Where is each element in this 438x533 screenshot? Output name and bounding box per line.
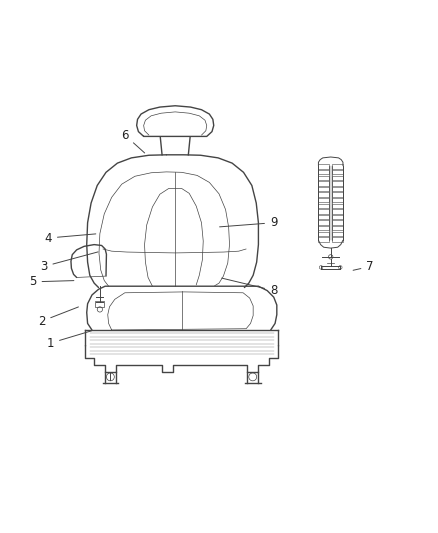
Text: 7: 7: [353, 260, 374, 273]
Bar: [332, 226, 343, 230]
Bar: [318, 237, 329, 241]
Text: 3: 3: [40, 252, 98, 273]
Bar: [318, 170, 329, 174]
Bar: [318, 181, 329, 185]
Bar: [332, 215, 343, 219]
Bar: [332, 209, 343, 214]
Bar: [332, 192, 343, 197]
Text: 1: 1: [46, 331, 92, 350]
Bar: [332, 170, 343, 174]
Bar: [318, 176, 329, 180]
Bar: [332, 220, 343, 225]
Bar: [318, 209, 329, 214]
Bar: [332, 237, 343, 241]
Bar: [318, 198, 329, 203]
Bar: [318, 215, 329, 219]
Text: 9: 9: [219, 216, 278, 229]
Bar: [95, 301, 104, 307]
Bar: [318, 165, 329, 169]
Bar: [318, 192, 329, 197]
Bar: [318, 226, 329, 230]
Bar: [332, 176, 343, 180]
Bar: [318, 204, 329, 208]
Bar: [318, 231, 329, 236]
Bar: [332, 198, 343, 203]
Text: 5: 5: [29, 276, 74, 288]
Bar: [332, 181, 343, 185]
Text: 8: 8: [222, 278, 277, 297]
Text: 6: 6: [121, 128, 145, 153]
Bar: [318, 187, 329, 191]
Bar: [332, 187, 343, 191]
Bar: [332, 165, 343, 169]
Text: 2: 2: [38, 307, 78, 328]
Bar: [318, 220, 329, 225]
Text: 4: 4: [44, 231, 96, 245]
Bar: [332, 204, 343, 208]
Bar: [332, 231, 343, 236]
